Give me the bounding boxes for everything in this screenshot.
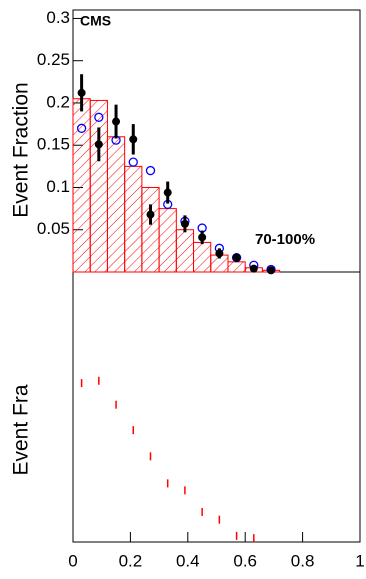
filled-marker xyxy=(129,135,138,144)
x-tick-label: 0.8 xyxy=(291,551,315,570)
y-tick-label: 0.15 xyxy=(37,135,70,154)
y-label: Event Fra xyxy=(10,384,33,475)
open-marker xyxy=(76,123,87,133)
x-tick-label: 1 xyxy=(355,551,364,570)
filled-marker xyxy=(232,253,241,262)
open-marker xyxy=(128,157,138,167)
y-tick-label: 0.25 xyxy=(37,50,70,69)
x-tick-label: 0.4 xyxy=(176,551,200,570)
y-label: Event Fraction xyxy=(10,82,33,217)
hist-bar xyxy=(89,99,108,273)
experiment-label: CMS xyxy=(80,13,111,29)
open-marker xyxy=(145,165,156,176)
filled-marker xyxy=(112,117,121,126)
filled-marker xyxy=(94,140,103,149)
open-marker xyxy=(94,112,104,122)
filled-marker xyxy=(163,188,172,197)
hist-bar xyxy=(193,241,212,273)
hist-bar xyxy=(124,165,143,273)
filled-marker xyxy=(146,210,155,219)
hist-bar xyxy=(175,229,195,273)
filled-marker xyxy=(77,88,86,97)
annotation: 70-100% xyxy=(255,231,315,248)
x-tick-label: 0 xyxy=(68,551,77,570)
y-tick-label: 0.3 xyxy=(46,8,70,27)
y-tick-label: 0.1 xyxy=(46,177,70,196)
filled-marker xyxy=(249,264,258,273)
filled-marker xyxy=(198,233,207,242)
y-tick-label: 0.2 xyxy=(46,92,70,111)
filled-marker xyxy=(215,249,224,258)
hist-bar xyxy=(158,208,177,273)
x-tick-label: 0.2 xyxy=(119,551,143,570)
hist-bar xyxy=(141,186,160,273)
filled-marker xyxy=(267,266,276,275)
x-tick-label: 0.6 xyxy=(233,551,257,570)
filled-marker xyxy=(180,219,189,228)
y-tick-label: 0.05 xyxy=(37,219,70,238)
hist-bar xyxy=(106,136,126,273)
hist-bar xyxy=(227,261,246,273)
